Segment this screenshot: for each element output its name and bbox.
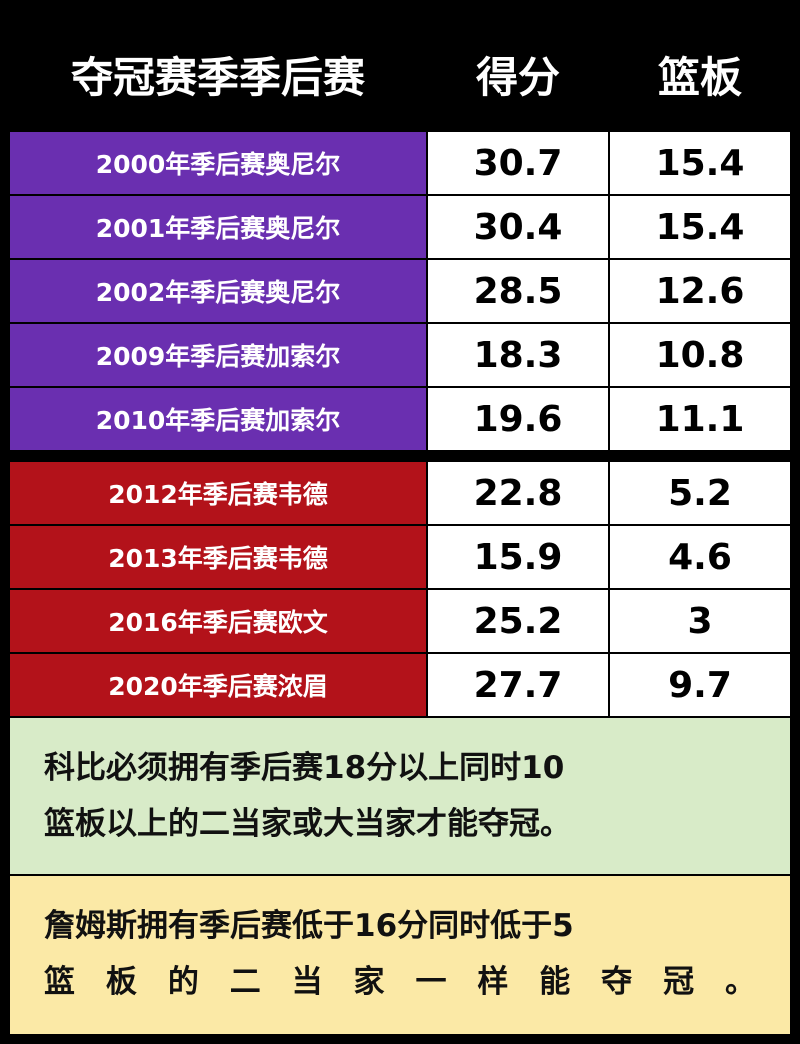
note-line: 篮板以上的二当家或大当家才能夺冠。 (44, 806, 571, 842)
value-cell: 5.2 (610, 462, 790, 524)
value-cell: 30.7 (428, 132, 608, 194)
row-label: 2010年季后赛加索尔 (10, 388, 426, 450)
data-row: 2000年季后赛奥尼尔 30.7 15.4 (10, 132, 790, 194)
row-label: 2012年季后赛韦德 (10, 462, 426, 524)
data-row: 2013年季后赛韦德 15.9 4.6 (10, 526, 790, 588)
header-cell: 夺冠赛季季后赛 (10, 18, 426, 130)
value-cell: 22.8 (428, 462, 608, 524)
data-row: 2016年季后赛欧文 25.2 3 (10, 590, 790, 652)
table-card: 夺冠赛季季后赛 得分 篮板 2000年季后赛奥尼尔 30.7 15.4 2001年季后赛奥尼… (10, 18, 790, 1042)
value-cell: 27.7 (428, 654, 608, 716)
value-cell: 9.7 (610, 654, 790, 716)
data-row: 2020年季后赛浓眉 27.7 9.7 (10, 654, 790, 716)
header-cell: 篮板 (610, 18, 790, 130)
data-row: 2009年季后赛加索尔 18.3 10.8 (10, 324, 790, 386)
header-cell: 得分 (428, 18, 608, 130)
data-row: 2012年季后赛韦德 22.8 5.2 (10, 462, 790, 524)
value-cell: 4.6 (610, 526, 790, 588)
value-cell: 11.1 (610, 388, 790, 450)
data-row: 2010年季后赛加索尔 19.6 11.1 (10, 388, 790, 450)
value-cell: 15.9 (428, 526, 608, 588)
row-label: 2013年季后赛韦德 (10, 526, 426, 588)
data-row: 2002年季后赛奥尼尔 28.5 12.6 (10, 260, 790, 322)
value-cell: 18.3 (428, 324, 608, 386)
data-row: 2001年季后赛奥尼尔 30.4 15.4 (10, 196, 790, 258)
row-label: 2020年季后赛浓眉 (10, 654, 426, 716)
note-line: 篮板的二当家一样能夺冠。 (44, 964, 756, 1000)
value-cell: 10.8 (610, 324, 790, 386)
row-label: 2002年季后赛奥尼尔 (10, 260, 426, 322)
row-label: 2000年季后赛奥尼尔 (10, 132, 426, 194)
value-cell: 28.5 (428, 260, 608, 322)
note-line: 科比必须拥有季后赛18分以上同时10 (44, 750, 565, 786)
header-row: 夺冠赛季季后赛 得分 篮板 (10, 18, 790, 130)
value-cell: 25.2 (428, 590, 608, 652)
row-label: 2001年季后赛奥尼尔 (10, 196, 426, 258)
value-cell: 15.4 (610, 196, 790, 258)
note-box: 科比必须拥有季后赛18分以上同时10 篮板以上的二当家或大当家才能夺冠。 (10, 718, 790, 874)
value-cell: 19.6 (428, 388, 608, 450)
row-label: 2009年季后赛加索尔 (10, 324, 426, 386)
value-cell: 30.4 (428, 196, 608, 258)
value-cell: 3 (610, 590, 790, 652)
value-cell: 15.4 (610, 132, 790, 194)
note-line: 詹姆斯拥有季后赛低于16分同时低于5 (44, 908, 574, 944)
value-cell: 12.6 (610, 260, 790, 322)
note-box: 詹姆斯拥有季后赛低于16分同时低于5 篮板的二当家一样能夺冠。 (10, 876, 790, 1034)
group-separator (10, 452, 790, 462)
row-label: 2016年季后赛欧文 (10, 590, 426, 652)
